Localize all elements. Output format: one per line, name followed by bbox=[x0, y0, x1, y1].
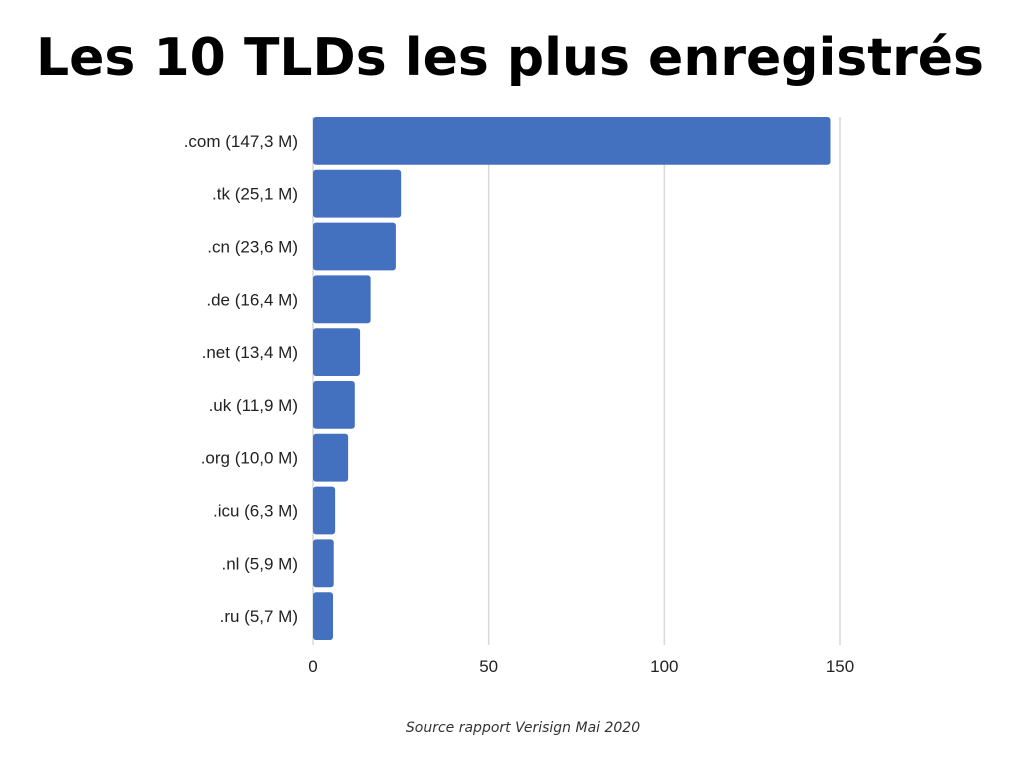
bar bbox=[313, 169, 402, 218]
bar bbox=[313, 328, 361, 376]
x-tick-label: 0 bbox=[308, 657, 317, 676]
bar bbox=[313, 592, 334, 640]
category-label: .cn (23,6 M) bbox=[207, 238, 298, 257]
category-label: .tk (25,1 M) bbox=[212, 185, 298, 204]
category-label: .net (13,4 M) bbox=[202, 343, 298, 362]
bar bbox=[313, 433, 349, 482]
bar bbox=[313, 275, 371, 324]
bar bbox=[313, 117, 831, 165]
x-tick-label: 100 bbox=[650, 657, 678, 676]
category-label: .uk (11,9 M) bbox=[209, 396, 298, 415]
bar bbox=[313, 539, 334, 588]
x-tick-label: 150 bbox=[826, 657, 854, 676]
source-note: Source rapport Verisign Mai 2020 bbox=[405, 720, 641, 736]
category-label: .com (147,3 M) bbox=[184, 132, 298, 151]
category-label: .nl (5,9 M) bbox=[221, 554, 298, 573]
x-tick-label: 50 bbox=[479, 657, 498, 676]
chart-title: Les 10 TLDs les plus enregistrés bbox=[36, 28, 984, 88]
category-label: .icu (6,3 M) bbox=[213, 502, 298, 521]
bar bbox=[313, 381, 355, 429]
bar bbox=[313, 222, 396, 271]
category-label: .org (10,0 M) bbox=[201, 449, 298, 468]
category-label: .de (16,4 M) bbox=[206, 290, 298, 309]
category-label: .ru (5,7 M) bbox=[220, 607, 298, 626]
bar bbox=[313, 486, 336, 535]
